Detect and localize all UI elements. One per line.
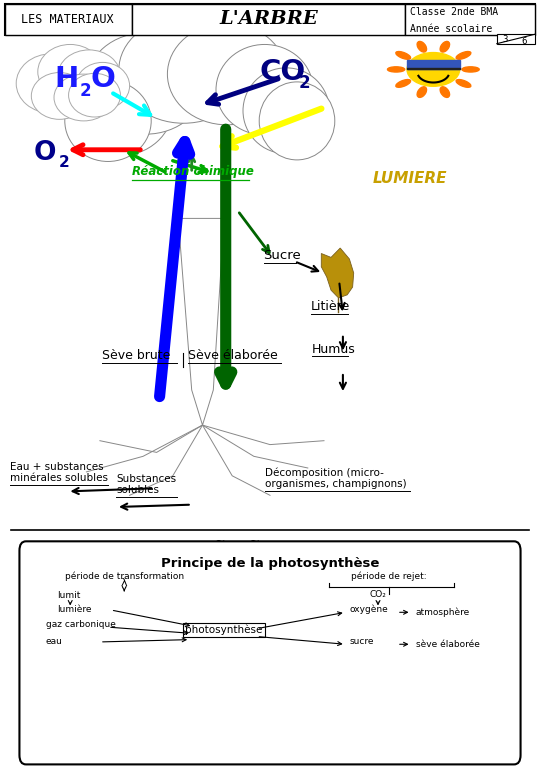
Text: eau: eau [46,636,63,646]
Text: 2: 2 [299,74,310,92]
Text: photosynthèse: photosynthèse [185,625,263,636]
Text: sève élaborée: sève élaborée [416,640,480,649]
Ellipse shape [462,67,479,72]
Text: CO₂: CO₂ [370,590,387,600]
Text: Sucre: Sucre [264,249,301,262]
Text: période de transformation: période de transformation [65,571,184,581]
Ellipse shape [58,50,120,101]
Text: LES MATERIAUX: LES MATERIAUX [21,13,114,26]
Ellipse shape [38,44,103,99]
Text: LUMIERE: LUMIERE [373,172,447,186]
Bar [5,4,535,35]
Text: Réaction chimique: Réaction chimique [132,165,254,179]
Bar [5,4,132,35]
Ellipse shape [167,23,286,125]
Text: O: O [33,140,56,166]
Text: Substances: Substances [116,474,176,484]
Text: Sève brute: Sève brute [102,349,170,362]
Polygon shape [321,248,354,298]
Ellipse shape [440,41,450,52]
Ellipse shape [396,80,410,87]
Text: Principe de la photosynthèse: Principe de la photosynthèse [161,558,379,570]
Text: 6: 6 [521,37,526,46]
Text: 2: 2 [80,82,92,100]
Ellipse shape [76,62,130,109]
Text: H: H [54,66,78,94]
Ellipse shape [440,87,450,98]
Ellipse shape [259,82,335,160]
Ellipse shape [456,51,471,59]
Text: solubles: solubles [116,485,159,495]
Ellipse shape [417,87,427,98]
Polygon shape [178,218,224,425]
Text: Litière: Litière [310,300,350,313]
Text: O: O [91,66,116,94]
Circle shape [407,52,460,87]
Text: lumière: lumière [57,605,91,615]
Text: organismes, champignons): organismes, champignons) [265,479,406,489]
Text: gaz carbonique: gaz carbonique [46,620,116,629]
Bar [497,34,535,44]
Text: 3: 3 [502,34,508,44]
Ellipse shape [417,41,427,52]
Ellipse shape [69,73,120,117]
Ellipse shape [216,44,313,135]
Bar [132,4,405,35]
Text: ~——~: ~——~ [214,534,261,548]
Text: Décomposition (micro-: Décomposition (micro- [265,467,383,478]
Ellipse shape [65,80,151,161]
Ellipse shape [388,67,405,72]
Text: atmosphère: atmosphère [416,607,470,617]
Ellipse shape [243,68,329,154]
FancyBboxPatch shape [19,541,521,764]
Ellipse shape [16,54,86,113]
Text: période de rejet:: période de rejet: [351,571,427,581]
Text: Humus: Humus [312,342,356,356]
Ellipse shape [119,17,248,123]
Text: λ: λ [121,578,127,588]
Ellipse shape [86,33,205,134]
Text: Année scolaire: Année scolaire [410,24,492,34]
Ellipse shape [396,51,410,59]
Text: sucre: sucre [350,637,374,647]
Bar [405,4,535,35]
Ellipse shape [456,80,471,87]
Bar [407,60,460,69]
Text: Eau + substances: Eau + substances [10,463,103,473]
Text: 2: 2 [58,155,69,170]
Text: CO: CO [259,58,306,86]
Text: Sève élaborée: Sève élaborée [188,349,278,362]
Ellipse shape [65,59,173,156]
Text: oxygène: oxygène [350,604,389,615]
Text: minérales solubles: minérales solubles [10,473,107,484]
Text: lumit: lumit [57,591,80,601]
Text: Classe 2nde BMA: Classe 2nde BMA [410,7,498,16]
Text: L'ARBRE: L'ARBRE [219,10,318,29]
Ellipse shape [31,73,87,119]
Ellipse shape [54,74,113,121]
